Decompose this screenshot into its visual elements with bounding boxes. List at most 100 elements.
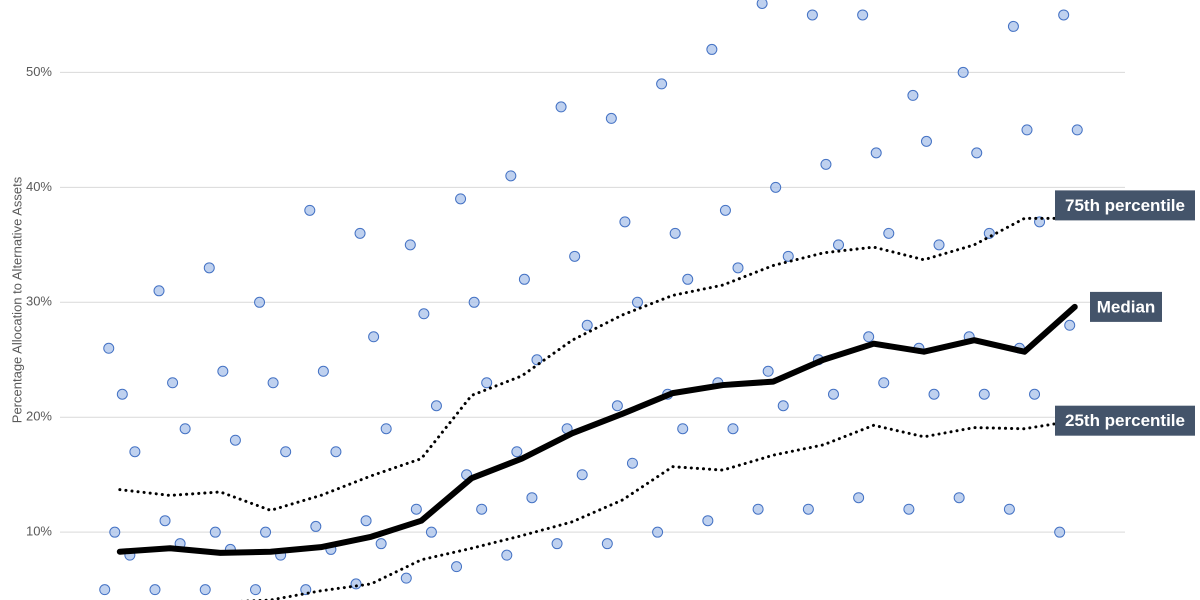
data-point xyxy=(782,250,794,262)
data-point xyxy=(360,515,372,527)
data-point xyxy=(1021,124,1033,136)
data-point xyxy=(159,515,171,527)
data-point xyxy=(878,377,890,389)
data-point xyxy=(652,526,664,538)
data-point xyxy=(354,227,366,239)
data-point xyxy=(267,377,279,389)
annotation-label: 25th percentile xyxy=(1065,411,1185,430)
data-point xyxy=(129,446,141,458)
points xyxy=(99,0,1096,596)
data-point xyxy=(677,423,689,435)
data-point xyxy=(229,434,241,446)
annotation-box xyxy=(1055,190,1195,221)
data-point xyxy=(199,584,211,596)
data-point xyxy=(260,526,272,538)
y-tick-label: 50% xyxy=(26,64,52,79)
data-point xyxy=(518,273,530,285)
data-point xyxy=(863,331,875,343)
data-point xyxy=(380,423,392,435)
grid: 10% 20% 30% 40% 50% xyxy=(26,64,1125,539)
data-point xyxy=(254,296,266,308)
data-point xyxy=(706,43,718,55)
data-point xyxy=(777,400,789,412)
data-point xyxy=(511,446,523,458)
data-point xyxy=(400,572,412,584)
data-point xyxy=(702,515,714,527)
y-tick-label: 40% xyxy=(26,179,52,194)
data-point xyxy=(933,239,945,251)
data-point xyxy=(719,204,731,216)
data-point xyxy=(576,469,588,481)
data-point xyxy=(317,365,329,377)
annotation-box xyxy=(1090,291,1162,322)
data-point xyxy=(978,388,990,400)
data-point xyxy=(957,66,969,78)
data-point xyxy=(375,538,387,550)
data-point xyxy=(656,78,668,90)
data-point xyxy=(368,331,380,343)
data-point xyxy=(920,135,932,147)
data-point xyxy=(756,0,768,9)
y-tick-label: 20% xyxy=(26,409,52,424)
data-point xyxy=(619,216,631,228)
data-point xyxy=(1054,526,1066,538)
median-line xyxy=(116,303,1078,556)
data-point xyxy=(304,204,316,216)
data-point xyxy=(727,423,739,435)
data-point xyxy=(418,308,430,320)
data-point xyxy=(611,400,623,412)
data-point xyxy=(928,388,940,400)
data-point xyxy=(555,101,567,113)
data-point xyxy=(802,503,814,515)
data-point xyxy=(1071,124,1083,136)
data-point xyxy=(217,365,229,377)
data-point xyxy=(1029,388,1041,400)
data-point xyxy=(451,561,463,573)
data-point xyxy=(526,492,538,504)
data-point xyxy=(853,492,865,504)
data-point xyxy=(149,584,161,596)
data-point xyxy=(203,262,215,274)
data-point xyxy=(669,227,681,239)
data-point xyxy=(752,503,764,515)
data-point xyxy=(476,503,488,515)
data-point xyxy=(455,193,467,205)
data-point xyxy=(1007,20,1019,32)
data-point xyxy=(330,446,342,458)
data-point xyxy=(310,520,322,532)
data-point xyxy=(732,262,744,274)
data-point xyxy=(833,239,845,251)
data-point xyxy=(468,296,480,308)
y-axis-label: Percentage Allocation to Alternative Ass… xyxy=(9,176,24,423)
y-tick-label: 30% xyxy=(26,294,52,309)
data-point xyxy=(99,584,111,596)
y-tick-label: 10% xyxy=(26,524,52,539)
data-point xyxy=(116,388,128,400)
data-point xyxy=(827,388,839,400)
data-point xyxy=(250,584,262,596)
annotations: 75th percentile Median 25th percentile xyxy=(1055,190,1195,436)
data-point xyxy=(551,538,563,550)
data-point xyxy=(605,112,617,124)
annotation-box xyxy=(1055,405,1195,436)
data-point xyxy=(870,147,882,159)
data-point xyxy=(103,342,115,354)
annotation-label: Median xyxy=(1097,297,1156,316)
data-point xyxy=(167,377,179,389)
data-point xyxy=(280,446,292,458)
data-point xyxy=(883,227,895,239)
percentile-line xyxy=(118,216,1077,512)
data-point xyxy=(601,538,613,550)
data-point xyxy=(569,250,581,262)
data-point xyxy=(983,227,995,239)
data-point xyxy=(505,170,517,182)
data-point xyxy=(971,147,983,159)
data-point xyxy=(430,400,442,412)
data-point xyxy=(1064,319,1076,331)
data-point xyxy=(501,549,513,561)
data-point xyxy=(209,526,221,538)
data-point xyxy=(770,181,782,193)
data-point xyxy=(820,158,832,170)
data-point xyxy=(953,492,965,504)
